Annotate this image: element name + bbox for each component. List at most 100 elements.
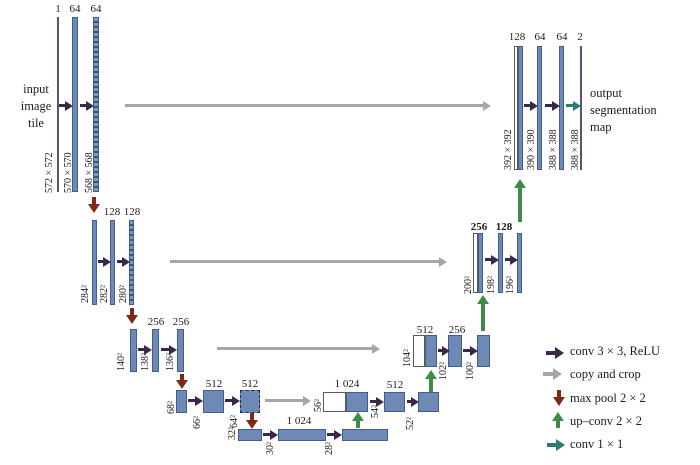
input-caption-line-3: tile bbox=[28, 116, 44, 130]
channel-count-label: 1 024 bbox=[334, 378, 360, 390]
feature-map-bar bbox=[518, 46, 523, 170]
conv-arrow-icon bbox=[505, 254, 518, 265]
conv-arrow-icon bbox=[327, 429, 342, 440]
channel-count-label: 128 bbox=[495, 221, 513, 233]
copied-map-box bbox=[514, 46, 518, 170]
max-pool-arrow-icon bbox=[176, 374, 188, 389]
feature-map-bar bbox=[130, 329, 137, 372]
tile-size-label: 102² bbox=[438, 362, 449, 380]
tile-size-label: 196² bbox=[505, 276, 516, 294]
max-pool-arrow-icon bbox=[126, 308, 138, 324]
channel-count-label: 1 bbox=[55, 3, 61, 15]
tile-size-label: 568 × 568 bbox=[84, 152, 95, 193]
feature-map-bar bbox=[478, 233, 483, 293]
conv-arrow-icon bbox=[117, 256, 130, 267]
conv-arrow-icon bbox=[225, 395, 240, 406]
conv-1x1-arrow-icon bbox=[566, 100, 581, 111]
tile-size-label: 100² bbox=[465, 362, 476, 380]
up-conv-arrow-icon bbox=[477, 295, 489, 331]
legend-up-conv-arrow-icon bbox=[552, 412, 564, 428]
feature-map-bar bbox=[425, 335, 437, 367]
channel-count-label: 256 bbox=[470, 221, 488, 233]
conv-arrow-icon bbox=[188, 395, 203, 406]
copied-map-box bbox=[413, 335, 425, 367]
channel-count-label: 512 bbox=[241, 378, 259, 390]
feature-map-bar bbox=[448, 335, 462, 367]
tile-size-label: 140² bbox=[116, 353, 127, 371]
tile-size-label: 572 × 572 bbox=[44, 152, 55, 193]
tile-size-label: 200² bbox=[463, 276, 474, 294]
output-map-caption: output segmentation map bbox=[590, 85, 657, 136]
conv-arrow-icon bbox=[59, 100, 73, 111]
tile-size-label: 104² bbox=[402, 349, 413, 367]
tile-size-label: 138² bbox=[140, 353, 151, 371]
output-caption-line-2: segmentation bbox=[590, 103, 657, 117]
tile-size-label: 66² bbox=[192, 416, 203, 429]
output-caption-line-3: map bbox=[590, 120, 612, 134]
copy-crop-arrow-icon bbox=[170, 256, 447, 267]
legend-conv-label: conv 3 × 3, ReLU bbox=[570, 344, 661, 358]
feature-map-bar bbox=[240, 390, 260, 413]
feature-map-bar bbox=[346, 392, 368, 412]
input-caption-line-1: input bbox=[23, 82, 49, 96]
legend-up-conv-label: up–conv 2 × 2 bbox=[570, 414, 642, 428]
legend-conv-arrow-icon bbox=[546, 347, 564, 359]
up-conv-arrow-icon bbox=[514, 179, 526, 222]
legend-copy-crop-label: copy and crop bbox=[570, 367, 641, 381]
conv-arrow-icon bbox=[485, 254, 499, 265]
max-pool-arrow-icon bbox=[246, 413, 258, 429]
channel-count-label: 256 bbox=[172, 316, 190, 328]
channel-count-label: 128 bbox=[123, 206, 141, 218]
output-map-bar bbox=[580, 46, 582, 170]
channel-count-label: 512 bbox=[386, 379, 404, 391]
tile-size-label: 56² bbox=[313, 399, 324, 412]
input-tile-caption: input image tile bbox=[14, 81, 58, 132]
tile-size-label: 390 × 390 bbox=[526, 129, 537, 170]
max-pool-arrow-icon bbox=[88, 197, 100, 213]
channel-count-label: 512 bbox=[416, 324, 434, 336]
legend-copy-crop-arrow-icon bbox=[543, 368, 562, 380]
channel-count-label: 64 bbox=[90, 3, 102, 15]
channel-count-label: 128 bbox=[103, 206, 121, 218]
channel-count-label: 64 bbox=[556, 31, 568, 43]
tile-size-label: 198² bbox=[486, 276, 497, 294]
legend-max-pool-label: max pool 2 × 2 bbox=[570, 391, 646, 405]
feature-map-bar bbox=[176, 390, 187, 413]
tile-size-label: 280² bbox=[118, 285, 129, 303]
conv-arrow-icon bbox=[263, 429, 278, 440]
up-conv-arrow-icon bbox=[425, 370, 437, 392]
conv-arrow-icon bbox=[524, 100, 538, 111]
feature-map-bar bbox=[238, 429, 262, 441]
tile-size-label: 136² bbox=[165, 353, 176, 371]
channel-count-label: 64 bbox=[69, 3, 81, 15]
feature-map-bar bbox=[384, 392, 405, 412]
feature-map-bar bbox=[342, 429, 388, 441]
channel-count-label: 256 bbox=[448, 324, 466, 336]
output-caption-line-1: output bbox=[590, 86, 622, 100]
tile-size-label: 30² bbox=[265, 442, 276, 455]
copy-crop-arrow-icon bbox=[265, 395, 311, 406]
conv-arrow-icon bbox=[138, 344, 152, 355]
tile-size-label: 28² bbox=[324, 442, 335, 455]
tile-size-label: 388 × 388 bbox=[570, 129, 581, 170]
conv-arrow-icon bbox=[370, 396, 384, 407]
conv-arrow-icon bbox=[161, 344, 177, 355]
copied-map-box bbox=[473, 233, 478, 293]
tile-size-label: 54² bbox=[370, 405, 381, 418]
tile-size-label: 392 × 392 bbox=[503, 129, 514, 170]
conv-arrow-icon bbox=[438, 345, 450, 356]
conv-arrow-icon bbox=[98, 256, 111, 267]
feature-map-bar bbox=[92, 220, 97, 305]
channel-count-label: 64 bbox=[534, 31, 546, 43]
legend-max-pool-arrow-icon bbox=[553, 390, 565, 406]
tile-size-label: 284² bbox=[80, 285, 91, 303]
channel-count-label: 512 bbox=[205, 378, 223, 390]
channel-count-label: 256 bbox=[147, 316, 165, 328]
channel-count-label: 2 bbox=[577, 31, 583, 43]
feature-map-bar bbox=[203, 390, 224, 413]
conv-arrow-icon bbox=[545, 100, 560, 111]
tile-size-label: 32² bbox=[227, 427, 238, 440]
feature-map-bar bbox=[477, 335, 490, 367]
copied-map-box bbox=[323, 392, 346, 412]
